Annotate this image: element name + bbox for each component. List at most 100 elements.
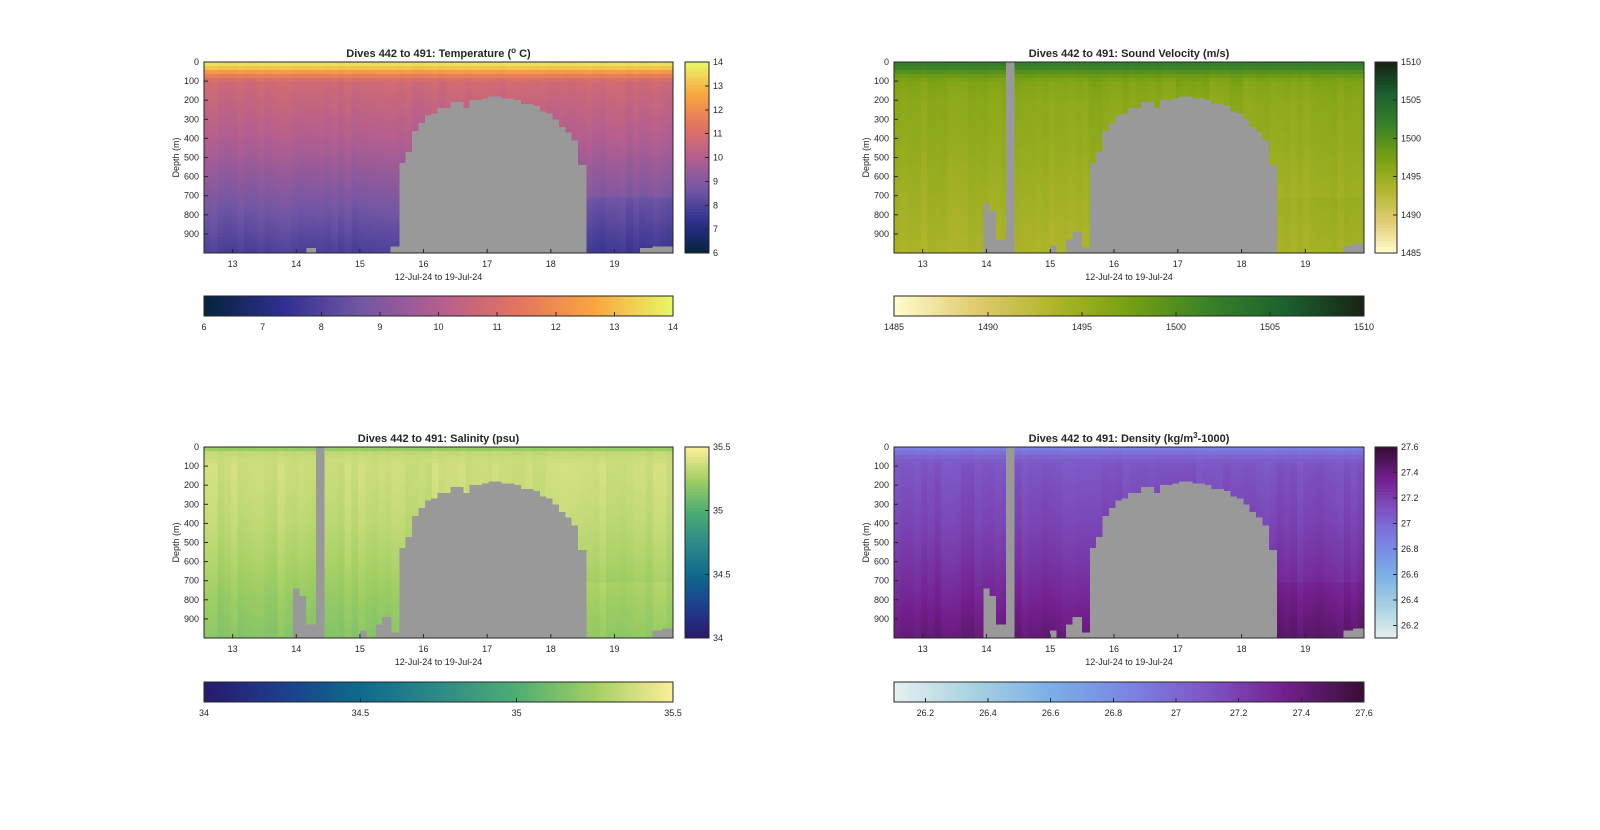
heatmap-cell — [505, 93, 513, 99]
heatmap-cell — [934, 81, 942, 87]
heatmap-cell — [277, 225, 285, 230]
heatmap-cell — [371, 125, 379, 131]
heatmap-cell — [1041, 93, 1050, 99]
heatmap-cell — [398, 125, 406, 131]
heatmap-cell — [646, 117, 654, 123]
heatmap-cell — [934, 129, 942, 135]
heatmap-cell — [967, 137, 976, 143]
heatmap-cell — [626, 177, 634, 182]
heatmap-cell — [612, 69, 620, 75]
heatmap-cell — [250, 197, 259, 202]
heatmap-cell — [1055, 165, 1063, 171]
heatmap-cell — [331, 129, 339, 135]
colorbar-swatch — [645, 296, 651, 316]
heatmap-cell — [599, 249, 607, 254]
heatmap-cell — [271, 133, 279, 139]
heatmap-cell — [371, 185, 379, 190]
heatmap-cell — [1014, 165, 1023, 171]
heatmap-cell — [311, 177, 319, 182]
heatmap-cell — [914, 113, 922, 119]
heatmap-cell — [619, 185, 627, 190]
heatmap-cell — [210, 117, 218, 123]
heatmap-cell — [626, 161, 634, 167]
heatmap-cell — [907, 225, 915, 230]
heatmap-cell — [927, 173, 935, 178]
heatmap-cell — [331, 85, 339, 91]
heatmap-cell — [1048, 225, 1056, 230]
heatmap-cell — [344, 65, 352, 71]
heatmap-cell — [606, 73, 614, 79]
heatmap-cell — [217, 201, 225, 206]
heatmap-cell — [472, 81, 480, 87]
heatmap-cell — [291, 85, 299, 91]
heatmap-cell — [954, 201, 962, 206]
heatmap-cell — [384, 177, 393, 182]
heatmap-cell — [639, 113, 647, 119]
heatmap-cell — [585, 185, 594, 190]
heatmap-cell — [646, 165, 654, 171]
colorbar-swatch — [685, 167, 709, 171]
colorbar-swatch — [685, 182, 709, 187]
heatmap-cell — [920, 113, 929, 119]
heatmap-cell — [431, 85, 440, 91]
colorbar-swatch — [372, 296, 377, 316]
heatmap-cell — [391, 62, 399, 67]
heatmap-cell — [1014, 69, 1023, 75]
heatmap-cell — [914, 209, 922, 214]
heatmap-cell — [599, 189, 607, 194]
heatmap-cell — [941, 62, 949, 67]
heatmap-cell — [599, 65, 607, 71]
heatmap-cell — [224, 137, 232, 143]
heatmap-cell — [954, 229, 962, 234]
heatmap-cell — [1055, 121, 1063, 127]
heatmap-cell — [961, 117, 969, 123]
colorbar-swatch — [657, 296, 662, 316]
heatmap-cell — [1075, 121, 1083, 127]
heatmap-cell — [224, 89, 232, 95]
heatmap-cell — [1075, 197, 1083, 202]
heatmap-cell — [338, 109, 346, 115]
heatmap-cell — [934, 105, 942, 111]
heatmap-cell — [358, 221, 366, 226]
heatmap-cell — [894, 109, 902, 115]
heatmap-cell — [358, 189, 366, 194]
heatmap-cell — [599, 181, 607, 186]
heatmap-cell — [920, 117, 929, 123]
heatmap-cell — [338, 177, 346, 182]
heatmap-cell — [1061, 173, 1070, 178]
heatmap-cell — [230, 237, 239, 242]
heatmap-cell — [291, 189, 299, 194]
heatmap-cell — [1041, 133, 1050, 139]
heatmap-cell — [907, 113, 915, 119]
colorbar-swatch — [379, 296, 385, 316]
colorbar-swatch — [567, 296, 572, 316]
heatmap-cell — [545, 93, 553, 99]
heatmap-cell — [492, 81, 500, 87]
heatmap-cell — [974, 149, 982, 155]
heatmap-cell — [981, 145, 989, 151]
heatmap-cell — [317, 165, 326, 171]
heatmap-cell — [271, 85, 279, 91]
heatmap-cell — [632, 141, 641, 147]
heatmap-cell — [941, 85, 949, 91]
heatmap-cell — [532, 77, 540, 83]
heatmap-cell — [244, 233, 252, 238]
heatmap-cell — [411, 81, 419, 87]
heatmap-cell — [988, 133, 996, 139]
heatmap-cell — [599, 225, 607, 230]
heatmap-cell — [411, 105, 419, 111]
heatmap-cell — [592, 185, 600, 190]
heatmap-cell — [431, 73, 440, 79]
heatmap-cell — [612, 233, 620, 238]
heatmap-cell — [606, 69, 614, 75]
heatmap-cell — [418, 97, 426, 103]
heatmap-cell — [391, 225, 399, 230]
heatmap-cell — [297, 205, 306, 210]
heatmap-cell — [331, 165, 339, 171]
heatmap-cell — [271, 241, 279, 246]
heatmap-cell — [981, 105, 989, 111]
colorbar-swatch — [661, 296, 666, 316]
heatmap-cell — [988, 149, 996, 155]
heatmap-cell — [230, 141, 239, 147]
heatmap-cell — [304, 93, 312, 99]
